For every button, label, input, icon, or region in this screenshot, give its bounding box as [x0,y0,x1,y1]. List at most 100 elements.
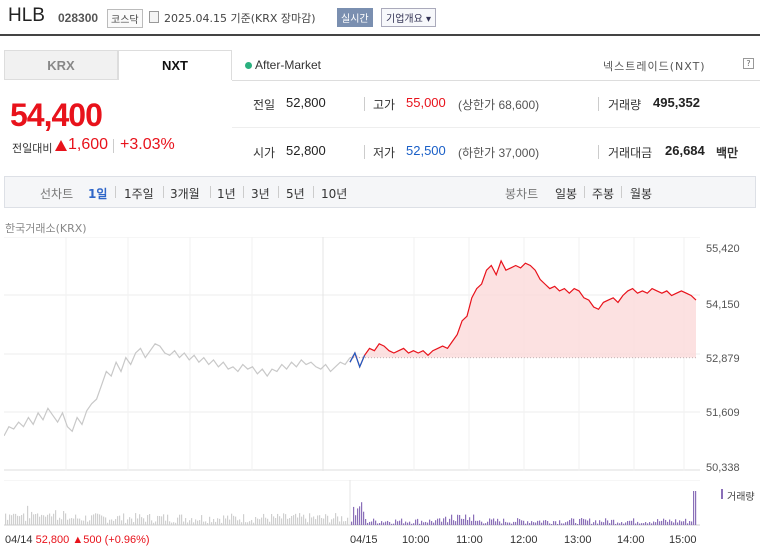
volume-bar [33,514,35,525]
volume-bar [129,517,131,525]
divider [163,186,164,198]
volume-bar [581,518,583,525]
volume-bar [273,516,275,525]
period-10y[interactable]: 10년 [321,187,348,201]
volume-bar [67,519,69,525]
volume-bar [157,515,159,525]
volume-bar [175,522,177,525]
volume-bar [231,513,233,525]
volume-bar [147,515,149,525]
volume-bar [151,520,153,525]
period-1d[interactable]: 1일 [88,187,108,201]
volume-bar [333,518,335,525]
trade-value-label: 거래대금 [608,146,653,160]
volume-bar [497,518,499,525]
volume-bar [429,519,431,525]
volume-bar [633,518,635,525]
volume-bar [531,521,533,525]
volume-bar [507,522,509,525]
tab-nxt[interactable]: NXT [118,50,232,80]
lower-limit: (하한가 37,000) [458,146,540,160]
period-5y[interactable]: 5년 [286,187,305,201]
volume-bar [23,513,25,525]
volume-bar [627,521,629,525]
volume-bar [443,518,445,525]
volume-bar [371,521,373,525]
candle-daily[interactable]: 일봉 [555,187,578,201]
volume-bar [367,522,369,525]
period-3m[interactable]: 3개월 [170,187,200,201]
volume-bar [47,514,49,525]
divider [598,97,599,111]
period-1y[interactable]: 1년 [217,187,236,201]
volume-bar [115,519,117,525]
volume-bar [417,518,419,525]
volume-bar [665,519,667,525]
volume-bar [49,513,51,525]
volume-bar [271,514,273,525]
volume-bar [37,513,39,525]
volume-bar [523,520,525,525]
volume-bar [201,515,203,525]
volume-bar [375,520,377,525]
volume-bar [599,520,601,525]
volume-bar [83,520,85,525]
volume-bar [131,518,133,525]
price-chart[interactable] [4,237,700,471]
help-icon[interactable]: ? [743,58,754,69]
volume-bar [161,516,163,525]
change-value: 1,600 [68,136,109,153]
divider [584,186,585,198]
volume-bar [107,522,109,525]
volume-bar [369,521,371,525]
volume-bar [261,517,263,525]
volume-bar [407,522,409,525]
volume-bar [97,513,99,525]
chart-exchange-label: 한국거래소(KRX) [5,222,87,235]
volume-bar [177,517,179,525]
volume-bar [479,520,481,525]
volume-bar [341,516,343,525]
volume-bar [283,513,285,525]
volume-bar [381,521,383,525]
prev-day-summary: 04/14 52,800 ▲500 (+0.96%) [5,534,150,546]
volume-bar [297,517,299,525]
volume-bar [277,513,279,525]
volume-bar [693,491,695,525]
volume-bar [123,513,125,525]
volume-bar [21,515,23,525]
company-overview-button[interactable]: 기업개요 ▾ [381,8,436,27]
volume-bar [61,519,63,525]
volume-bar [211,522,213,525]
volume-bar [569,519,571,525]
volume-bar [169,521,171,525]
volume-bar [505,521,507,525]
volume-bar [681,521,683,525]
period-3y[interactable]: 3년 [251,187,270,201]
candle-monthly[interactable]: 월봉 [630,187,653,201]
volume-bar [239,519,241,525]
tab-krx[interactable]: KRX [4,50,118,80]
divider [364,97,365,111]
period-1w[interactable]: 1주일 [124,187,154,201]
volume-bar [413,523,415,525]
volume-bar [559,520,561,525]
volume-bar [515,521,517,525]
volume-bar [221,522,223,525]
volume-bar [137,518,139,525]
volume-bar [477,520,479,525]
volume-bar [219,518,221,525]
volume-bar [351,521,353,525]
volume-bar [57,519,59,525]
volume-bar [155,521,157,525]
volume-bar [675,519,677,525]
volume-bar [517,518,519,525]
volume-bar [615,523,617,525]
candle-weekly[interactable]: 주봉 [592,187,615,201]
volume-bar [695,491,697,525]
realtime-button[interactable]: 실시간 [337,8,373,27]
volume-bar [493,518,495,525]
x-tick-label: 13:00 [564,534,592,546]
volume-bar [113,520,115,525]
volume-bar [99,514,101,525]
